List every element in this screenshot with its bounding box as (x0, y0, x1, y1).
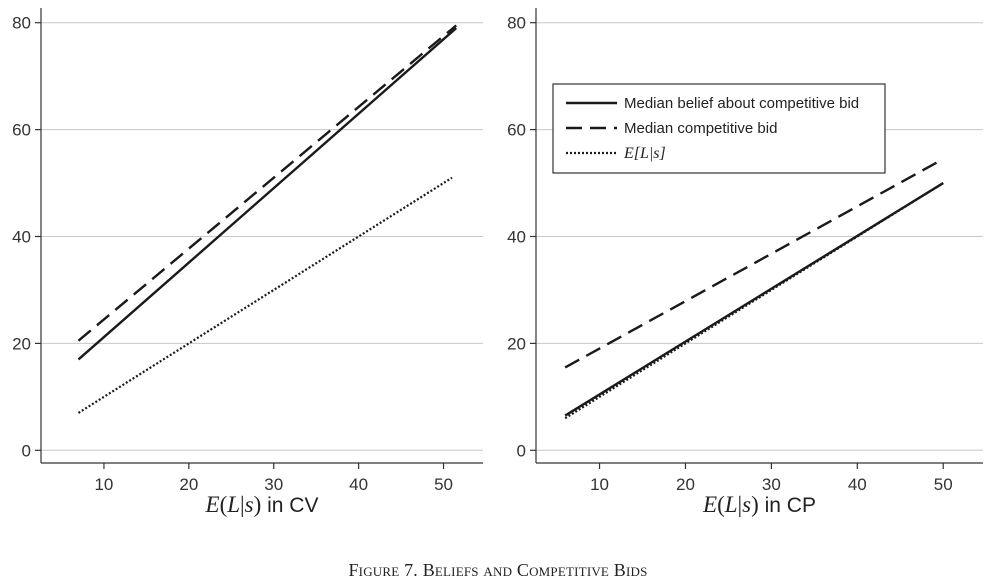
y-tick-label: 60 (12, 121, 31, 140)
legend-label-bid: Median competitive bid (624, 120, 777, 137)
legend-label-expect: E[L|s] (623, 145, 666, 162)
figure-caption: Figure 7. Beliefs and Competitive Bids (348, 560, 648, 580)
x-tick-label: 30 (762, 475, 781, 494)
x-tick-label: 10 (590, 475, 609, 494)
legend-box (552, 83, 886, 174)
y-tick-label: 40 (12, 228, 31, 247)
legend-label-belief: Median belief about competitive bid (624, 95, 859, 112)
x-tick-label: 50 (434, 475, 453, 494)
series-line-expect (77, 176, 453, 414)
x-tick-label: 40 (848, 475, 867, 494)
left-panel: 0 20 40 60 80 10 20 30 40 50 E(L|s) in CV (12, 8, 483, 517)
x-tick-label: 50 (934, 475, 953, 494)
y-tick-label: 0 (517, 441, 526, 460)
x-tick-label: 20 (676, 475, 695, 494)
y-tick-label: 0 (22, 441, 31, 460)
x-tick-label: 30 (264, 475, 283, 494)
y-tick-label: 60 (507, 121, 526, 140)
series-line-bid (564, 157, 944, 369)
series-line-belief (564, 182, 944, 417)
x-axis-label: E(L|s) in CP (702, 492, 816, 517)
y-tick-label: 20 (12, 334, 31, 353)
legend: Median belief about competitive bid Media… (552, 83, 886, 174)
y-tick-label: 80 (12, 14, 31, 33)
x-tick-label: 40 (349, 475, 368, 494)
series-line-bid (77, 24, 458, 342)
y-tick-label: 20 (507, 334, 526, 353)
x-tick-label: 20 (179, 475, 198, 494)
x-axis-label: E(L|s) in CV (205, 492, 319, 517)
right-panel: 0 20 40 60 80 10 20 30 40 50 E(L|s) in CP Median be… (507, 8, 983, 517)
x-tick-label: 10 (94, 475, 113, 494)
series-line-belief (77, 27, 458, 361)
y-tick-label: 80 (507, 14, 526, 33)
y-tick-label: 40 (507, 228, 526, 247)
